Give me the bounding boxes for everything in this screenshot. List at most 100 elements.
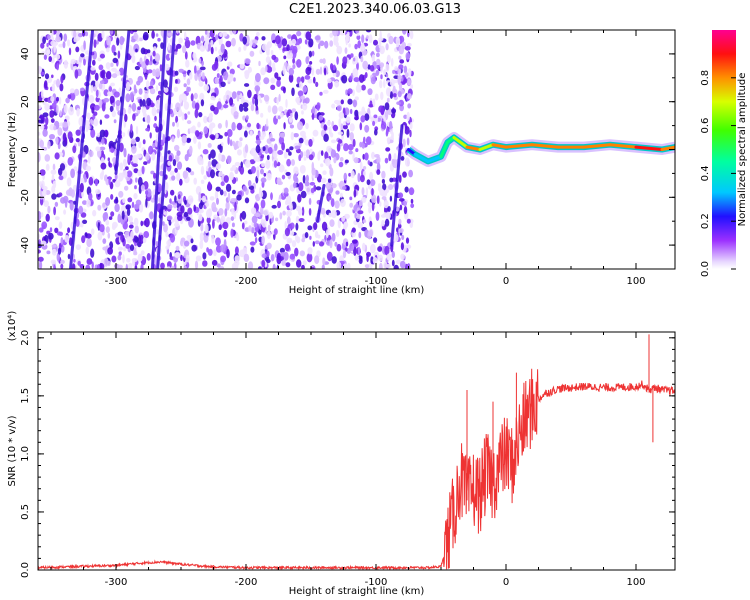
x-tick-label: 0 xyxy=(503,276,509,287)
noise-speckle xyxy=(338,161,344,168)
noise-speckle xyxy=(237,149,242,156)
noise-speckle xyxy=(304,39,308,45)
noise-speckle xyxy=(123,247,127,252)
noise-speckle xyxy=(38,152,41,162)
noise-speckle xyxy=(303,156,307,161)
noise-speckle xyxy=(308,38,314,48)
noise-speckle xyxy=(50,169,57,175)
noise-speckle xyxy=(397,76,401,85)
noise-speckle xyxy=(311,50,315,57)
noise-speckle xyxy=(326,145,332,154)
noise-speckle xyxy=(305,174,309,183)
noise-speckle xyxy=(389,78,395,87)
noise-speckle xyxy=(127,197,133,203)
noise-speckle xyxy=(90,66,96,71)
noise-speckle xyxy=(42,112,49,118)
colorbar-tick-label: 0.2 xyxy=(700,213,711,229)
noise-speckle xyxy=(351,227,356,233)
noise-speckle xyxy=(174,154,180,163)
noise-speckle xyxy=(224,131,228,137)
x-tick-label: 100 xyxy=(626,577,645,588)
noise-speckle xyxy=(263,77,270,85)
noise-speckle xyxy=(236,234,240,242)
noise-speckle xyxy=(217,123,222,129)
noise-speckle xyxy=(41,51,46,56)
noise-speckle xyxy=(110,147,115,153)
colorbar-tick-label: 0.6 xyxy=(700,118,711,134)
noise-speckle xyxy=(110,211,115,217)
noise-speckle xyxy=(152,50,156,57)
noise-speckle xyxy=(407,42,412,47)
noise-speckle xyxy=(138,176,143,187)
noise-speckle xyxy=(54,216,60,221)
noise-speckle xyxy=(47,232,54,240)
noise-speckle xyxy=(294,247,299,257)
noise-speckle xyxy=(133,84,137,92)
noise-speckle xyxy=(284,187,289,194)
noise-speckle xyxy=(255,139,262,145)
noise-speckle xyxy=(305,56,310,65)
noise-speckle xyxy=(251,227,255,234)
y-axis-label: SNR (10 * v/v) xyxy=(7,415,18,486)
noise-speckle xyxy=(175,115,179,124)
noise-speckle xyxy=(275,35,281,45)
noise-speckle xyxy=(145,127,151,132)
noise-speckle xyxy=(109,181,114,190)
noise-speckle xyxy=(392,93,397,98)
noise-speckle xyxy=(110,82,115,87)
noise-speckle xyxy=(239,63,245,69)
noise-speckle xyxy=(398,218,402,225)
noise-speckle xyxy=(345,241,349,247)
noise-speckle xyxy=(231,222,235,228)
noise-speckle xyxy=(164,185,167,195)
noise-speckle xyxy=(53,125,57,131)
noise-speckle xyxy=(204,224,209,234)
x-axis-label: Height of straight line (km) xyxy=(289,586,425,597)
noise-speckle xyxy=(230,216,235,222)
noise-speckle xyxy=(229,97,234,106)
noise-speckle xyxy=(181,134,187,144)
noise-speckle xyxy=(56,96,59,102)
noise-speckle xyxy=(92,209,97,217)
noise-speckle xyxy=(216,73,220,78)
noise-speckle xyxy=(227,61,233,67)
noise-speckle xyxy=(383,200,389,209)
noise-speckle xyxy=(64,136,68,145)
noise-speckle xyxy=(164,211,168,216)
y-tick-label: 0.0 xyxy=(20,562,31,578)
noise-speckle xyxy=(366,35,369,40)
noise-speckle xyxy=(226,94,230,100)
noise-speckle xyxy=(49,134,55,140)
noise-speckle xyxy=(348,43,351,48)
noise-speckle xyxy=(227,136,230,145)
noise-speckle xyxy=(389,177,394,183)
noise-speckle xyxy=(250,149,254,156)
noise-speckle xyxy=(45,213,50,222)
noise-speckle xyxy=(265,159,271,169)
noise-speckle xyxy=(362,60,369,70)
noise-speckle xyxy=(371,54,376,62)
noise-speckle xyxy=(261,162,266,167)
noise-speckle xyxy=(42,36,46,44)
noise-speckle xyxy=(211,159,218,167)
noise-speckle xyxy=(186,235,192,240)
noise-speckle xyxy=(309,181,316,186)
noise-speckle xyxy=(281,142,285,151)
noise-speckle xyxy=(281,38,288,47)
noise-speckle xyxy=(227,129,233,137)
noise-speckle xyxy=(289,146,294,151)
noise-speckle xyxy=(385,63,390,72)
noise-speckle xyxy=(264,144,269,154)
noise-speckle xyxy=(114,148,117,157)
noise-speckle xyxy=(289,253,295,260)
noise-speckle xyxy=(260,177,267,183)
noise-speckle xyxy=(193,204,196,212)
noise-speckle xyxy=(332,64,336,71)
noise-speckle xyxy=(242,36,247,45)
noise-speckle xyxy=(296,236,301,244)
noise-speckle xyxy=(304,232,309,239)
noise-speckle xyxy=(101,69,106,79)
noise-speckle xyxy=(241,210,247,220)
signal-segment xyxy=(634,145,664,151)
noise-speckle xyxy=(75,138,80,143)
